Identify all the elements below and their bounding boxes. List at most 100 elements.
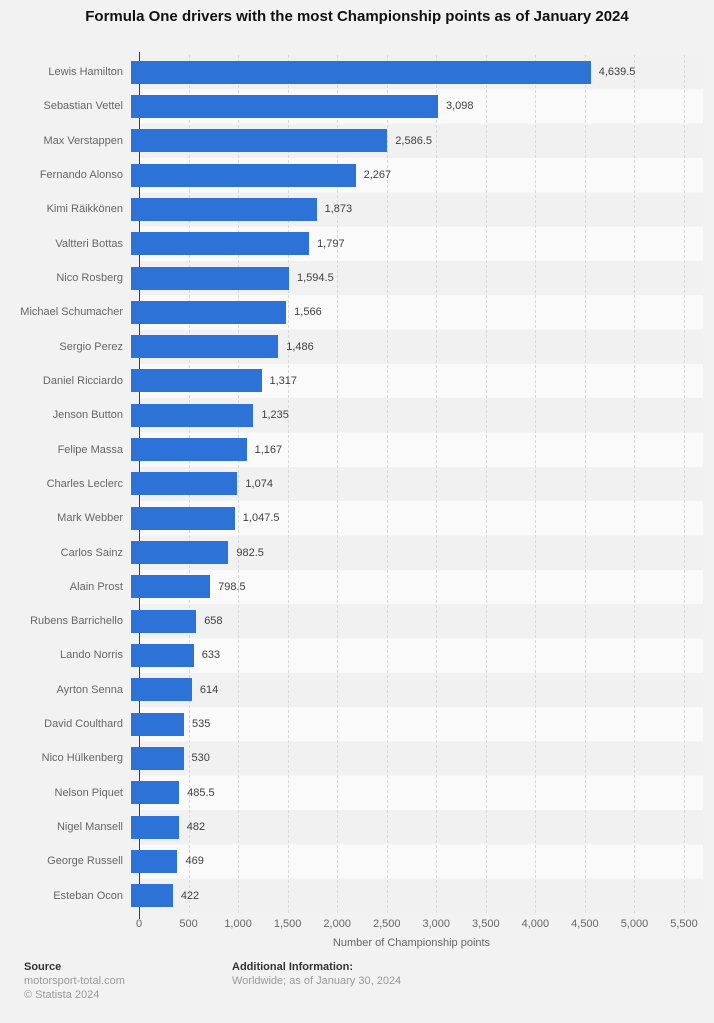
x-tick-label: 500 bbox=[179, 918, 198, 930]
bar-cell: 530 bbox=[131, 746, 676, 770]
bar bbox=[131, 609, 197, 633]
category-label: Valtteri Bottas bbox=[55, 237, 123, 250]
bar bbox=[131, 300, 287, 324]
category-label: Rubens Barrichello bbox=[30, 615, 123, 628]
value-label: 1,797 bbox=[317, 237, 345, 250]
chart-row: Nelson Piquet 485.5 bbox=[0, 776, 714, 810]
bar-cell: 2,586.5 bbox=[131, 129, 676, 153]
bar bbox=[131, 438, 247, 462]
gridline bbox=[535, 55, 537, 913]
additional-info-block: Additional Information: Worldwide; as of… bbox=[232, 961, 401, 989]
value-label: 1,486 bbox=[286, 340, 314, 353]
category-label: Sebastian Vettel bbox=[43, 100, 123, 113]
bar-cell: 2,267 bbox=[131, 163, 676, 187]
bar-cell: 3,098 bbox=[131, 94, 676, 118]
category-label: Charles Leclerc bbox=[46, 477, 123, 490]
gridline bbox=[634, 55, 636, 913]
value-label: 535 bbox=[192, 718, 211, 731]
category-label: Nico Hülkenberg bbox=[41, 752, 123, 765]
bar bbox=[131, 60, 591, 84]
bar bbox=[131, 232, 310, 256]
gridline bbox=[684, 55, 685, 913]
x-tick-label: 1,500 bbox=[273, 918, 302, 930]
bar bbox=[131, 575, 211, 599]
chart-row: Nigel Mansell 482 bbox=[0, 810, 714, 844]
bar bbox=[131, 884, 173, 908]
category-label: Daniel Ricciardo bbox=[42, 374, 123, 387]
bar bbox=[131, 815, 179, 839]
value-label: 485.5 bbox=[187, 786, 215, 799]
chart-row: Michael Schumacher 1,566 bbox=[0, 295, 714, 329]
bar-cell: 482 bbox=[131, 815, 676, 839]
category-label: Nelson Piquet bbox=[54, 786, 124, 799]
chart-row: Fernando Alonso 2,267 bbox=[0, 158, 714, 192]
chart-row: Nico Hülkenberg 530 bbox=[0, 741, 714, 775]
value-label: 1,566 bbox=[294, 306, 322, 319]
x-tick-label: 0 bbox=[135, 918, 143, 930]
value-label: 633 bbox=[201, 649, 221, 662]
x-tick-label: 3,000 bbox=[422, 918, 451, 930]
value-label: 614 bbox=[199, 683, 219, 696]
bar bbox=[131, 403, 254, 427]
value-label: 2,267 bbox=[363, 169, 392, 182]
value-label: 1,594.5 bbox=[297, 272, 334, 285]
bar bbox=[131, 163, 356, 187]
value-label: 4,639.5 bbox=[598, 66, 636, 79]
chart-row: Mark Webber 1,047.5 bbox=[0, 501, 714, 535]
bar bbox=[131, 472, 238, 496]
x-tick-label: 5,500 bbox=[670, 918, 698, 930]
bar bbox=[131, 712, 184, 736]
bar-cell: 1,047.5 bbox=[131, 506, 676, 530]
source-heading: Source bbox=[24, 961, 62, 973]
bar-cell: 1,167 bbox=[131, 438, 676, 462]
bar-cell: 4,639.5 bbox=[131, 60, 676, 84]
category-label: Felipe Massa bbox=[57, 443, 123, 456]
chart-row: Ayrton Senna 614 bbox=[0, 673, 714, 707]
category-label: Michael Schumacher bbox=[20, 306, 123, 319]
category-label: Lewis Hamilton bbox=[48, 66, 123, 79]
chart-row: Valtteri Bottas 1,797 bbox=[0, 227, 714, 261]
x-tick-label: 4,000 bbox=[521, 918, 550, 930]
gridline bbox=[436, 55, 438, 913]
chart-row: Lewis Hamilton 4,639.5 bbox=[0, 55, 714, 89]
bar-cell: 1,873 bbox=[131, 197, 676, 221]
bar-cell: 982.5 bbox=[131, 541, 676, 565]
x-tick-label: 5,000 bbox=[620, 918, 649, 930]
value-label: 982.5 bbox=[236, 546, 264, 559]
value-label: 1,047.5 bbox=[242, 512, 280, 525]
category-label: Alain Prost bbox=[69, 580, 123, 593]
bar-cell: 485.5 bbox=[131, 781, 676, 805]
chart-row: Lando Norris 633 bbox=[0, 638, 714, 672]
category-label: Max Verstappen bbox=[43, 134, 124, 147]
gridline bbox=[386, 55, 388, 913]
chart-row: Sebastian Vettel 3,098 bbox=[0, 89, 714, 123]
bar bbox=[131, 506, 235, 530]
value-label: 1,167 bbox=[254, 443, 283, 456]
chart-row: Esteban Ocon 422 bbox=[0, 879, 714, 913]
chart-row: Rubens Barrichello 658 bbox=[0, 604, 714, 638]
category-label: Sergio Perez bbox=[59, 340, 123, 353]
source-name: motorsport-total.com bbox=[24, 975, 125, 987]
category-label: Kimi Räikkönen bbox=[46, 203, 123, 216]
category-label: Ayrton Senna bbox=[56, 683, 123, 696]
bar-cell: 614 bbox=[131, 678, 676, 702]
value-label: 798.5 bbox=[218, 580, 246, 593]
bar-cell: 1,235 bbox=[131, 403, 676, 427]
bar-cell: 1,486 bbox=[131, 335, 676, 359]
category-label: Nigel Mansell bbox=[56, 821, 123, 834]
gridline bbox=[485, 55, 487, 913]
source-block: Source motorsport-total.com © Statista 2… bbox=[24, 961, 125, 1003]
bar-cell: 633 bbox=[131, 643, 676, 667]
bar-cell: 469 bbox=[131, 849, 676, 873]
category-label: George Russell bbox=[47, 855, 123, 868]
chart-row: George Russell 469 bbox=[0, 844, 714, 878]
chart-row: Sergio Perez 1,486 bbox=[0, 330, 714, 364]
x-axis-label: Number of Championship points bbox=[332, 937, 491, 949]
category-label: Nico Rosberg bbox=[56, 272, 123, 285]
chart-row: Felipe Massa 1,167 bbox=[0, 432, 714, 466]
x-tick-label: 2,000 bbox=[323, 918, 351, 930]
bar-cell: 1,566 bbox=[131, 300, 676, 324]
gridline bbox=[337, 55, 339, 913]
chart-row: Max Verstappen 2,586.5 bbox=[0, 124, 714, 158]
bar-cell: 422 bbox=[131, 884, 676, 908]
